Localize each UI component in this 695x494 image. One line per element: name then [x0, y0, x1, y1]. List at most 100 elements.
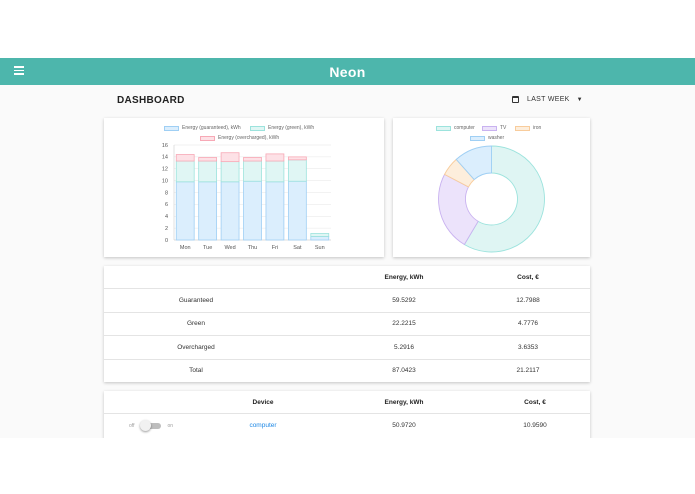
x-tick-label: Tue [203, 245, 212, 251]
column-header-device: Device [252, 398, 274, 406]
legend-swatch [250, 125, 265, 131]
legend-item[interactable]: Energy (overcharged), kWh [200, 135, 279, 141]
date-range-dropdown[interactable]: LAST WEEK ▼ [512, 96, 583, 103]
y-tick-label: 10 [162, 178, 168, 184]
bar-segment [287, 159, 307, 182]
y-tick-label: 0 [165, 238, 168, 244]
toggle-knob [140, 420, 152, 431]
bar-segment [220, 152, 240, 163]
legend-label: iron [533, 125, 542, 131]
y-tick-label: 16 [162, 143, 168, 149]
bar-segment [243, 157, 262, 162]
table-row: Guaranteed 59.5292 12.7988 [104, 289, 590, 313]
x-tick-label: Sun [315, 245, 325, 251]
legend-swatch [482, 125, 497, 131]
legend-item[interactable]: computer [436, 125, 475, 131]
cost-value: 4.7776 [518, 320, 538, 328]
switch-on-label: on [167, 422, 174, 429]
row-label: Green [186, 320, 206, 328]
table-row: off on computer 50.9720 10.9590 [104, 414, 590, 437]
bar-segment [198, 157, 218, 162]
energy-value: 22.2215 [392, 320, 416, 328]
cost-value: 12.7988 [516, 296, 540, 304]
x-tick-label: Wed [224, 245, 235, 251]
y-tick-label: 8 [165, 190, 168, 196]
x-tick-label: Sat [293, 245, 302, 251]
dashboard-content: DASHBOARD LAST WEEK ▼ 0 2 4 6 8 10 12 14 16 Mon Tu… [0, 85, 695, 438]
bar-segment [220, 181, 240, 241]
table-row: Overcharged 5.2916 3.6353 [104, 336, 590, 360]
app-title: Neon [329, 63, 366, 80]
calendar-icon [512, 96, 519, 103]
device-power-switch: off on [129, 414, 173, 437]
column-header-cost: Cost, € [524, 398, 546, 406]
y-tick-label: 14 [162, 155, 168, 161]
legend-item[interactable]: Energy (guaranteed), kWh [164, 125, 241, 131]
legend-label: Energy (overcharged), kWh [218, 135, 280, 141]
energy-value: 87.0423 [392, 367, 416, 375]
y-tick-label: 2 [165, 226, 168, 232]
table-header-row: Energy, kWh Cost, € [104, 266, 590, 289]
devices-table: Device Energy, kWh Cost, € off on comput… [104, 391, 590, 438]
table-row: Green 22.2215 4.7776 [104, 313, 590, 336]
energy-summary-table: Energy, kWh Cost, € Guaranteed 59.5292 1… [104, 266, 590, 382]
legend-label: washer [488, 135, 505, 141]
row-label: Guaranteed [178, 296, 214, 304]
table-row-total: Total 87.0423 21.2117 [104, 360, 590, 383]
bar-segment [265, 160, 285, 183]
page-title: DASHBOARD [117, 95, 185, 106]
legend-swatch [164, 125, 179, 131]
cost-value: 3.6353 [518, 343, 538, 351]
bar-segment [175, 154, 195, 162]
cost-value: 21.2117 [516, 367, 540, 375]
legend-item[interactable]: Energy (green), kWh [250, 125, 314, 131]
device-donut-chart [438, 145, 545, 253]
bar-segment [175, 160, 195, 183]
caret-down-icon: ▼ [576, 96, 583, 103]
power-toggle[interactable] [140, 420, 162, 431]
legend-item[interactable]: washer [470, 135, 504, 141]
legend-label: computer [454, 125, 475, 131]
column-header-cost: Cost, € [517, 273, 539, 281]
bar-segment [265, 153, 285, 162]
bar-segment [243, 160, 262, 182]
legend-item[interactable]: iron [515, 125, 541, 131]
device-link[interactable]: computer [208, 414, 318, 437]
legend-label: Energy (green), kWh [268, 125, 315, 131]
cost-value: 10.9590 [523, 422, 547, 429]
device-donut-chart-card: computer TV iron washer [393, 118, 590, 257]
row-label: Total [189, 367, 203, 375]
menu-icon[interactable] [14, 66, 24, 76]
legend-swatch [200, 135, 215, 141]
legend-swatch [515, 125, 530, 131]
y-tick-label: 12 [162, 167, 168, 173]
switch-off-label: off [129, 422, 135, 429]
column-header-energy: Energy, kWh [384, 273, 424, 281]
bar-segment [175, 181, 195, 241]
energy-bar-chart-card: 0 2 4 6 8 10 12 14 16 Mon Tue Wed Thu Fri Sat Sun Energ… [104, 118, 384, 257]
energy-bar-chart: 0 2 4 6 8 10 12 14 16 Mon Tue Wed Thu Fri Sat Sun [162, 143, 331, 251]
bar-segment [198, 181, 218, 241]
column-header [134, 266, 254, 288]
column-header-energy: Energy, kWh [384, 398, 424, 406]
date-range-label: LAST WEEK [527, 96, 570, 103]
table-header-row: Device Energy, kWh Cost, € [104, 391, 590, 414]
bar-segment [310, 233, 330, 237]
legend-item[interactable]: TV [482, 125, 506, 131]
bar-segment [287, 156, 307, 161]
bar-segment [310, 236, 330, 241]
x-tick-label: Mon [180, 245, 191, 251]
energy-value: 5.2916 [394, 343, 414, 351]
legend-swatch [436, 125, 451, 131]
x-tick-label: Thu [248, 245, 257, 251]
app-bar: Neon [0, 58, 695, 85]
bar-segment [220, 161, 240, 183]
donut-slice [455, 145, 492, 181]
x-tick-label: Fri [272, 245, 278, 251]
device-name[interactable]: computer [249, 422, 277, 429]
bar-segment [265, 181, 285, 241]
legend-label: Energy (guaranteed), kWh [182, 125, 241, 131]
donut-slice [463, 145, 545, 253]
row-label: Overcharged [177, 343, 215, 351]
energy-value: 59.5292 [392, 296, 416, 304]
